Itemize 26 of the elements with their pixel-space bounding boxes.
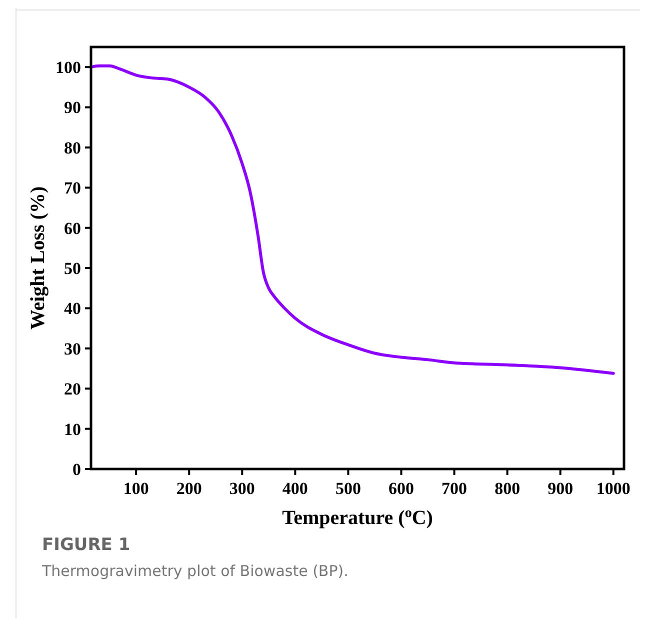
y-tick-label: 90 (64, 98, 81, 118)
y-tick-label: 100 (56, 58, 81, 78)
y-tick-label: 0 (72, 460, 81, 479)
y-tick-label: 80 (64, 138, 81, 158)
x-tick-label: 900 (548, 479, 574, 498)
x-tick-label: 600 (388, 479, 414, 498)
caption: FIGURE 1 (42, 535, 130, 555)
text: Thermogravimetry plot of Biowaste (BP). (41, 562, 348, 580)
x-tick-label: 500 (335, 479, 361, 498)
y-tick-label: 70 (64, 178, 81, 198)
y-axis-title: Weight Loss (%) (27, 186, 49, 330)
x-tick-label: 800 (494, 479, 520, 498)
y-tick-label: 30 (64, 339, 81, 358)
x-tick-label: 1000 (596, 479, 630, 498)
y-tick-label: 40 (64, 299, 81, 318)
line-series (90, 64, 615, 375)
y-tick-label: 20 (64, 380, 81, 399)
y-tick-label: 60 (64, 218, 81, 238)
x-tick-label: 100 (123, 479, 149, 498)
x-tick-label: 200 (176, 479, 202, 498)
x-tick-label: 300 (229, 479, 255, 498)
y-tick-label: 10 (64, 420, 81, 439)
y-tick-label: 50 (64, 259, 81, 278)
x-axis-title: Temperature ($^{o}$C) (282, 506, 433, 529)
x-tick-label: 400 (282, 479, 308, 498)
x-tick-label: 700 (442, 479, 468, 498)
